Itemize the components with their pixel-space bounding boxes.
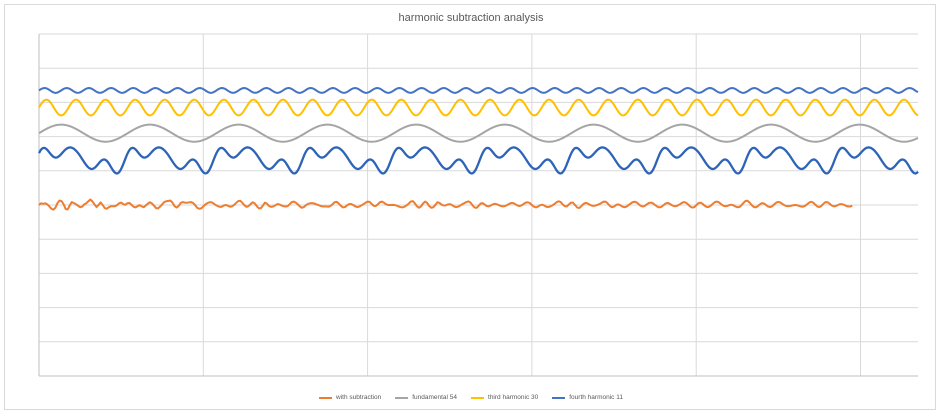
- legend-label: third harmonic 30: [488, 394, 539, 401]
- legend: with subtraction fundamental 54 third harm…: [0, 394, 942, 401]
- legend-swatch: [552, 396, 566, 399]
- legend-label: fourth harmonic 11: [569, 394, 623, 401]
- series-line-fourth-harmonic-11: [38, 87, 919, 94]
- series-line-fundamental-54: [38, 123, 919, 143]
- legend-swatch: [319, 396, 333, 399]
- legend-swatch: [471, 396, 485, 399]
- chart-title: harmonic subtraction analysis: [398, 12, 544, 24]
- legend-item: with subtraction: [319, 394, 381, 401]
- legend-swatch: [395, 396, 409, 399]
- series-line-third-harmonic-30: [38, 98, 919, 117]
- legend-label: fundamental 54: [412, 394, 458, 401]
- series-line-unlabeled-4: [37, 146, 919, 175]
- legend-item: fourth harmonic 11: [552, 394, 623, 401]
- legend-item: third harmonic 30: [471, 394, 538, 401]
- legend-item: fundamental 54: [395, 394, 457, 401]
- series-line-with-subtraction: [38, 198, 853, 211]
- legend-label: with subtraction: [336, 394, 382, 401]
